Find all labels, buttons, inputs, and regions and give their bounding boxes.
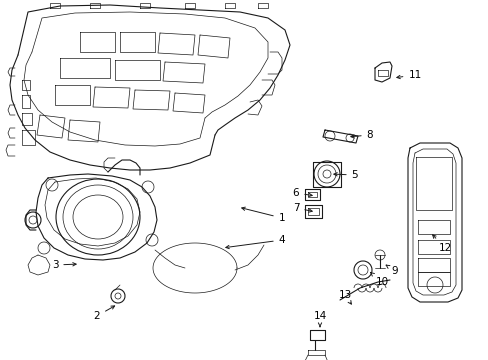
Text: 5: 5 bbox=[333, 170, 358, 180]
Text: 4: 4 bbox=[225, 235, 285, 249]
Text: 10: 10 bbox=[370, 273, 388, 287]
Text: 11: 11 bbox=[396, 70, 421, 80]
Text: 6: 6 bbox=[292, 188, 311, 198]
Text: 7: 7 bbox=[292, 203, 311, 213]
Text: 14: 14 bbox=[313, 311, 326, 327]
Text: 12: 12 bbox=[432, 235, 451, 253]
Text: 9: 9 bbox=[386, 265, 398, 276]
Text: 13: 13 bbox=[338, 290, 351, 304]
Text: 8: 8 bbox=[350, 130, 372, 140]
Text: 1: 1 bbox=[241, 207, 285, 223]
Text: 2: 2 bbox=[94, 306, 114, 321]
Text: 3: 3 bbox=[52, 260, 76, 270]
